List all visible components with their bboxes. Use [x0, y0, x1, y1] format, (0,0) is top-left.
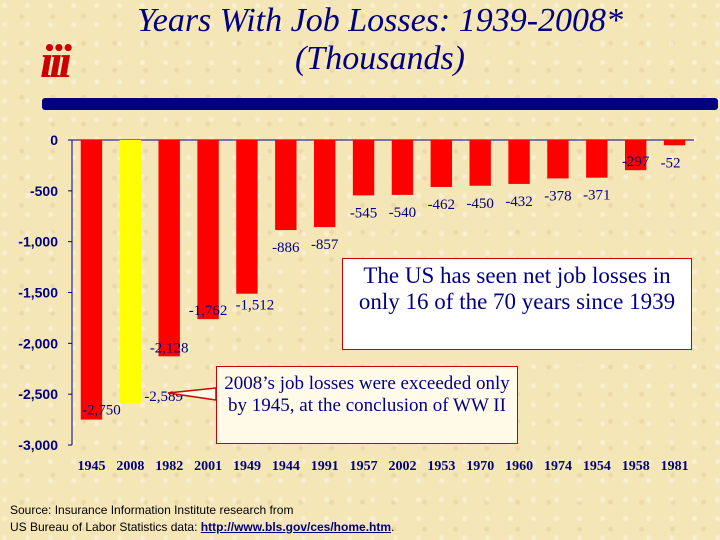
value-label-1982: -2,128: [150, 340, 189, 356]
value-label-1944: -886: [272, 240, 300, 256]
x-tick-label: 1944: [272, 459, 300, 474]
x-tick-label: 1991: [311, 459, 339, 474]
bar-1981: [663, 140, 686, 146]
value-label-1957: -545: [350, 205, 378, 221]
y-tick-label: -2,000: [18, 335, 58, 351]
iii-logo: iii: [40, 35, 72, 88]
y-tick-label: -1,500: [18, 285, 58, 301]
value-label-1981: -52: [661, 155, 681, 171]
x-tick-label: 1960: [505, 459, 533, 474]
y-tick-label: 0: [50, 132, 58, 148]
x-tick-label: 2001: [194, 459, 222, 474]
y-tick-label: -2,500: [18, 386, 58, 402]
value-label-1953: -462: [428, 197, 456, 213]
x-tick-label: 1974: [544, 459, 572, 474]
value-label-1974: -378: [544, 188, 572, 204]
bar-2008: [119, 140, 142, 404]
value-label-1970: -450: [466, 196, 494, 212]
bar-1991: [313, 140, 336, 228]
bar-1970: [469, 140, 491, 186]
x-tick-label: 2008: [116, 459, 144, 474]
callout-2008-comparison: 2008’s job losses were exceeded only by …: [216, 366, 518, 444]
source-note: Source: Insurance Information Institute …: [10, 502, 394, 536]
title-divider-bar: [42, 98, 718, 110]
bar-1945: [80, 140, 103, 420]
bar-1974: [547, 140, 569, 179]
x-tick-label: 1970: [466, 459, 494, 474]
x-tick-label: 1981: [661, 459, 689, 474]
bar-2001: [197, 140, 219, 320]
value-label-1960: -432: [505, 194, 533, 210]
source-line-1: Source: Insurance Information Institute …: [10, 503, 294, 517]
x-tick-label: 1982: [155, 459, 183, 474]
y-tick-label: -1,000: [18, 234, 58, 250]
x-tick-label: 1945: [77, 459, 105, 474]
bar-1982: [158, 140, 180, 357]
title-line-2: (Thousands): [294, 40, 466, 77]
bar-1957: [352, 140, 375, 196]
bar-1953: [430, 140, 453, 187]
bar-1954: [586, 140, 608, 178]
value-label-1954: -371: [583, 188, 611, 204]
bar-1944: [275, 140, 297, 231]
y-tick-label: -3,000: [18, 437, 58, 453]
title-line-1: Years With Job Losses: 1939-2008*: [136, 2, 624, 39]
y-tick-label: -500: [30, 183, 58, 199]
source-line-2: US Bureau of Labor Statistics data: http…: [10, 519, 394, 536]
x-tick-label: 1958: [622, 459, 650, 474]
chart-title: Years With Job Losses: 1939-2008* (Thous…: [80, 2, 680, 78]
x-tick-label: 1957: [350, 459, 378, 474]
bar-1960: [508, 140, 530, 184]
bar-2002: [391, 140, 414, 195]
value-label-1991: -857: [311, 237, 339, 253]
callout-net-job-losses: The US has seen net job losses in only 1…: [342, 258, 692, 350]
bar-1949: [236, 140, 258, 294]
x-tick-label: 1953: [427, 459, 455, 474]
value-label-1945: -2,750: [82, 403, 121, 419]
value-label-2001: -1,762: [189, 303, 228, 319]
value-label-1949: -1,512: [236, 298, 275, 314]
source-line-2-prefix: US Bureau of Labor Statistics data:: [10, 520, 201, 534]
x-tick-label: 1954: [583, 459, 611, 474]
source-line-2-suffix: .: [391, 520, 395, 534]
value-label-2002: -540: [389, 205, 417, 221]
value-label-2008: -2,589: [144, 389, 183, 405]
x-tick-label: 1949: [233, 459, 261, 474]
x-tick-label: 2002: [388, 459, 416, 474]
value-label-1958: -297: [622, 154, 650, 170]
bar-1958: [624, 140, 647, 171]
bls-link[interactable]: http://www.bls.gov/ces/home.htm: [200, 520, 392, 534]
